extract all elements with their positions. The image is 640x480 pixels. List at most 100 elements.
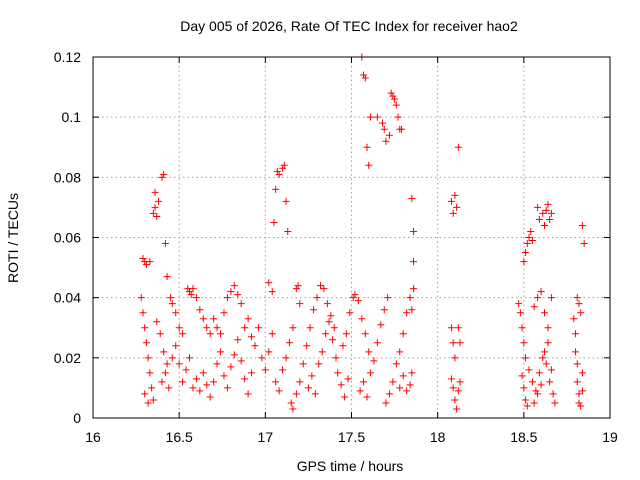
data-point — [396, 348, 404, 356]
data-point — [451, 191, 459, 199]
data-point — [285, 339, 293, 347]
data-point — [241, 324, 249, 332]
data-point — [189, 285, 197, 293]
data-point — [385, 390, 393, 398]
data-point — [142, 339, 150, 347]
data-point — [572, 330, 580, 338]
data-point — [156, 330, 164, 338]
data-point — [346, 309, 354, 317]
data-point — [139, 255, 147, 263]
data-point — [539, 209, 547, 217]
data-point — [447, 197, 455, 205]
data-point — [325, 318, 333, 326]
data-point — [361, 74, 369, 82]
data-point — [153, 318, 161, 326]
x-axis-label: GPS time / hours — [297, 458, 404, 474]
data-point — [522, 396, 530, 404]
data-point — [227, 288, 235, 296]
data-point — [203, 381, 211, 389]
data-point — [387, 89, 395, 97]
data-point — [322, 330, 330, 338]
data-point — [175, 360, 183, 368]
data-point — [363, 393, 371, 401]
data-point — [227, 363, 235, 371]
data-point — [199, 369, 207, 377]
data-point — [332, 354, 340, 362]
data-point — [396, 384, 404, 392]
data-point — [365, 348, 373, 356]
data-point — [537, 381, 545, 389]
data-point — [520, 339, 528, 347]
data-point — [380, 125, 388, 133]
data-point — [525, 234, 533, 241]
data-point — [161, 240, 169, 248]
data-point — [451, 396, 459, 404]
data-point — [237, 300, 245, 308]
data-point — [282, 197, 290, 205]
data-point — [456, 339, 464, 347]
data-point — [453, 203, 461, 211]
data-point — [186, 354, 194, 362]
data-point — [244, 315, 252, 323]
data-point — [528, 237, 536, 245]
data-point — [196, 387, 204, 395]
x-axis-ticks: 16 16.5 17 17.5 18 18.5 19 — [85, 57, 618, 445]
data-point — [570, 315, 578, 323]
data-point — [366, 369, 374, 377]
data-point — [268, 330, 276, 338]
data-point — [137, 294, 145, 302]
data-point — [449, 339, 457, 347]
data-point — [522, 354, 530, 362]
data-point — [230, 282, 238, 290]
data-point — [296, 378, 304, 386]
data-point — [523, 240, 531, 248]
data-point — [167, 294, 175, 302]
data-point — [373, 339, 381, 347]
data-point — [206, 330, 214, 338]
data-point — [530, 399, 538, 407]
data-point — [447, 375, 455, 383]
data-point — [385, 131, 393, 139]
data-point — [535, 369, 543, 377]
data-point — [377, 321, 385, 329]
data-point — [520, 258, 528, 266]
data-point — [516, 309, 524, 317]
data-point — [165, 384, 173, 392]
data-point — [361, 330, 369, 338]
data-point — [580, 240, 588, 248]
data-point — [522, 249, 530, 257]
data-point — [265, 279, 273, 287]
data-point — [158, 378, 166, 386]
data-point — [451, 354, 459, 362]
data-point — [275, 170, 283, 178]
data-point — [330, 324, 338, 332]
data-point — [179, 378, 187, 386]
x-tick-label: 18 — [430, 429, 446, 445]
data-point — [220, 372, 228, 380]
data-point — [270, 218, 278, 226]
data-point — [265, 348, 273, 356]
data-point — [392, 101, 400, 109]
data-point — [403, 309, 411, 317]
data-point — [279, 164, 287, 172]
data-point — [299, 360, 307, 368]
data-point — [244, 390, 252, 398]
data-point — [144, 399, 152, 407]
data-point — [447, 324, 455, 332]
data-point — [175, 324, 183, 332]
data-point — [294, 282, 302, 290]
data-point — [547, 366, 555, 374]
data-point — [572, 348, 580, 356]
y-tick-label: 0.1 — [62, 109, 82, 125]
data-point — [551, 399, 559, 407]
data-point — [399, 330, 407, 338]
data-point — [408, 306, 416, 314]
data-point — [392, 360, 400, 368]
data-point — [163, 273, 171, 281]
data-point — [234, 291, 242, 299]
data-point — [520, 384, 528, 392]
data-point — [213, 324, 221, 332]
data-point — [223, 294, 231, 302]
data-points — [137, 53, 588, 413]
data-point — [282, 354, 290, 362]
